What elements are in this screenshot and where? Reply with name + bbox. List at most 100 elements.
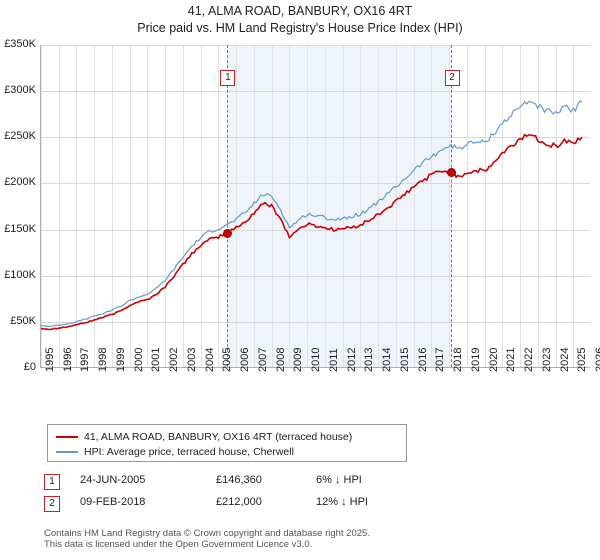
footer: Contains HM Land Registry data © Crown c… [44, 528, 584, 550]
gridline-vertical [360, 45, 361, 367]
x-tick-label: 2025 [576, 347, 589, 372]
x-tick-label: 2021 [505, 347, 518, 372]
x-tick-label: 2023 [540, 347, 553, 372]
x-tick-label: 2002 [168, 347, 181, 372]
x-tick-label: 2006 [239, 347, 252, 372]
x-tick-label: 2014 [381, 347, 394, 372]
y-tick-label: £50K [10, 314, 36, 327]
x-tick-label: 2001 [150, 347, 163, 372]
legend-label-hpi: HPI: Average price, terraced house, Cher… [84, 445, 294, 458]
legend-swatch-price [56, 435, 78, 438]
gridline-horizontal [41, 183, 590, 184]
x-tick-label: 2026 [594, 347, 600, 372]
footer-line-2: This data is licensed under the Open Gov… [44, 539, 313, 550]
gridline-horizontal [41, 230, 590, 231]
gridline-vertical [201, 45, 202, 367]
gridline-horizontal [41, 91, 590, 92]
event-delta-2: 12% ↓ HPI [316, 496, 368, 508]
x-tick-label: 2013 [363, 347, 376, 372]
x-tick-label: 2012 [345, 347, 358, 372]
x-tick-label: 2024 [558, 347, 571, 372]
gridline-vertical [236, 45, 237, 367]
event-line-2 [451, 45, 453, 367]
gridline-vertical [307, 45, 308, 367]
gridline-vertical [378, 45, 379, 367]
legend-swatch-hpi [56, 450, 78, 453]
gridline-horizontal [41, 137, 590, 138]
event-point-1 [222, 228, 232, 238]
x-tick-label: 2011 [327, 348, 340, 372]
footer-line-1: Contains HM Land Registry data © Crown c… [44, 528, 370, 539]
event-price-2: £212,000 [216, 496, 262, 508]
x-tick-label: 2004 [203, 347, 216, 372]
gridline-horizontal [41, 322, 590, 323]
event-badge-2: 2 [444, 70, 460, 86]
table-row: 1 24-JUN-2005 £146,360 6% ↓ HPI [44, 472, 444, 494]
x-tick-label: 1995 [44, 347, 56, 372]
x-tick-label: 2015 [398, 347, 411, 372]
x-tick-label: 2008 [274, 347, 287, 372]
gridline-vertical [218, 45, 219, 367]
gridline-vertical [289, 45, 290, 367]
gridline-vertical [573, 45, 574, 367]
y-tick-label: £0 [23, 361, 36, 373]
y-tick-label: £300K [4, 84, 36, 97]
x-tick-label: 1999 [114, 347, 127, 372]
x-tick-label: 2009 [292, 347, 305, 372]
gridline-vertical [556, 45, 557, 367]
event-price-1: £146,360 [216, 474, 262, 486]
x-tick-label: 2003 [185, 347, 198, 372]
page-subtitle: Price paid vs. HM Land Registry's House … [137, 21, 463, 35]
y-tick-label: £150K [4, 222, 36, 235]
page-title: 41, ALMA ROAD, BANBURY, OX16 4RT [187, 4, 413, 18]
event-line-1 [226, 45, 229, 367]
x-tick-label: 2018 [452, 347, 465, 372]
gridline-vertical [502, 45, 503, 367]
gridline-vertical [147, 45, 148, 367]
highlight-band [226, 45, 451, 367]
x-tick-label: 2005 [221, 347, 234, 372]
event-marker-1: 1 [44, 474, 60, 490]
gridline-vertical [254, 45, 255, 367]
legend-item-0: 41, ALMA ROAD, BANBURY, OX16 4RT (terrac… [56, 430, 398, 443]
gridline-vertical [325, 45, 326, 367]
gridline-vertical [183, 45, 184, 367]
y-tick-label: £250K [4, 130, 36, 143]
legend: 41, ALMA ROAD, BANBURY, OX16 4RT (terrac… [47, 424, 407, 462]
gridline-vertical [485, 45, 486, 367]
legend-label-price: 41, ALMA ROAD, BANBURY, OX16 4RT (terrac… [84, 430, 353, 443]
x-tick-label: 2007 [256, 347, 269, 372]
x-tick-label: 2010 [310, 347, 323, 372]
series-line-hpi [41, 100, 583, 328]
series-canvas [41, 100, 583, 331]
x-tick-label: 2020 [487, 347, 500, 372]
gridline-vertical [112, 45, 113, 367]
y-tick-label: £350K [4, 38, 36, 50]
x-tick-label: 1996 [61, 347, 74, 372]
gridline-vertical [76, 45, 77, 367]
x-tick-label: 2000 [132, 347, 145, 372]
gridline-horizontal [41, 45, 590, 46]
event-delta-1: 6% ↓ HPI [316, 474, 362, 486]
gridline-vertical [165, 45, 166, 367]
gridline-vertical [130, 45, 131, 367]
event-point-2 [447, 168, 457, 178]
event-marker-2: 2 [44, 496, 60, 512]
legend-item-1: HPI: Average price, terraced house, Cher… [56, 445, 398, 458]
gridline-vertical [449, 45, 450, 367]
x-tick-label: 2022 [523, 347, 536, 372]
gridline-vertical [414, 45, 415, 367]
gridline-vertical [467, 45, 468, 367]
y-tick-label: £100K [4, 268, 36, 281]
gridline-horizontal [41, 276, 590, 277]
x-tick-label: 2017 [434, 347, 447, 372]
gridline-vertical [41, 45, 42, 367]
x-tick-label: 1998 [97, 347, 110, 372]
x-tick-label: 2016 [416, 347, 429, 372]
event-date-1: 24-JUN-2005 [80, 474, 146, 486]
gridline-vertical [396, 45, 397, 367]
events-table: 1 24-JUN-2005 £146,360 6% ↓ HPI 2 09-FEB… [44, 472, 444, 516]
